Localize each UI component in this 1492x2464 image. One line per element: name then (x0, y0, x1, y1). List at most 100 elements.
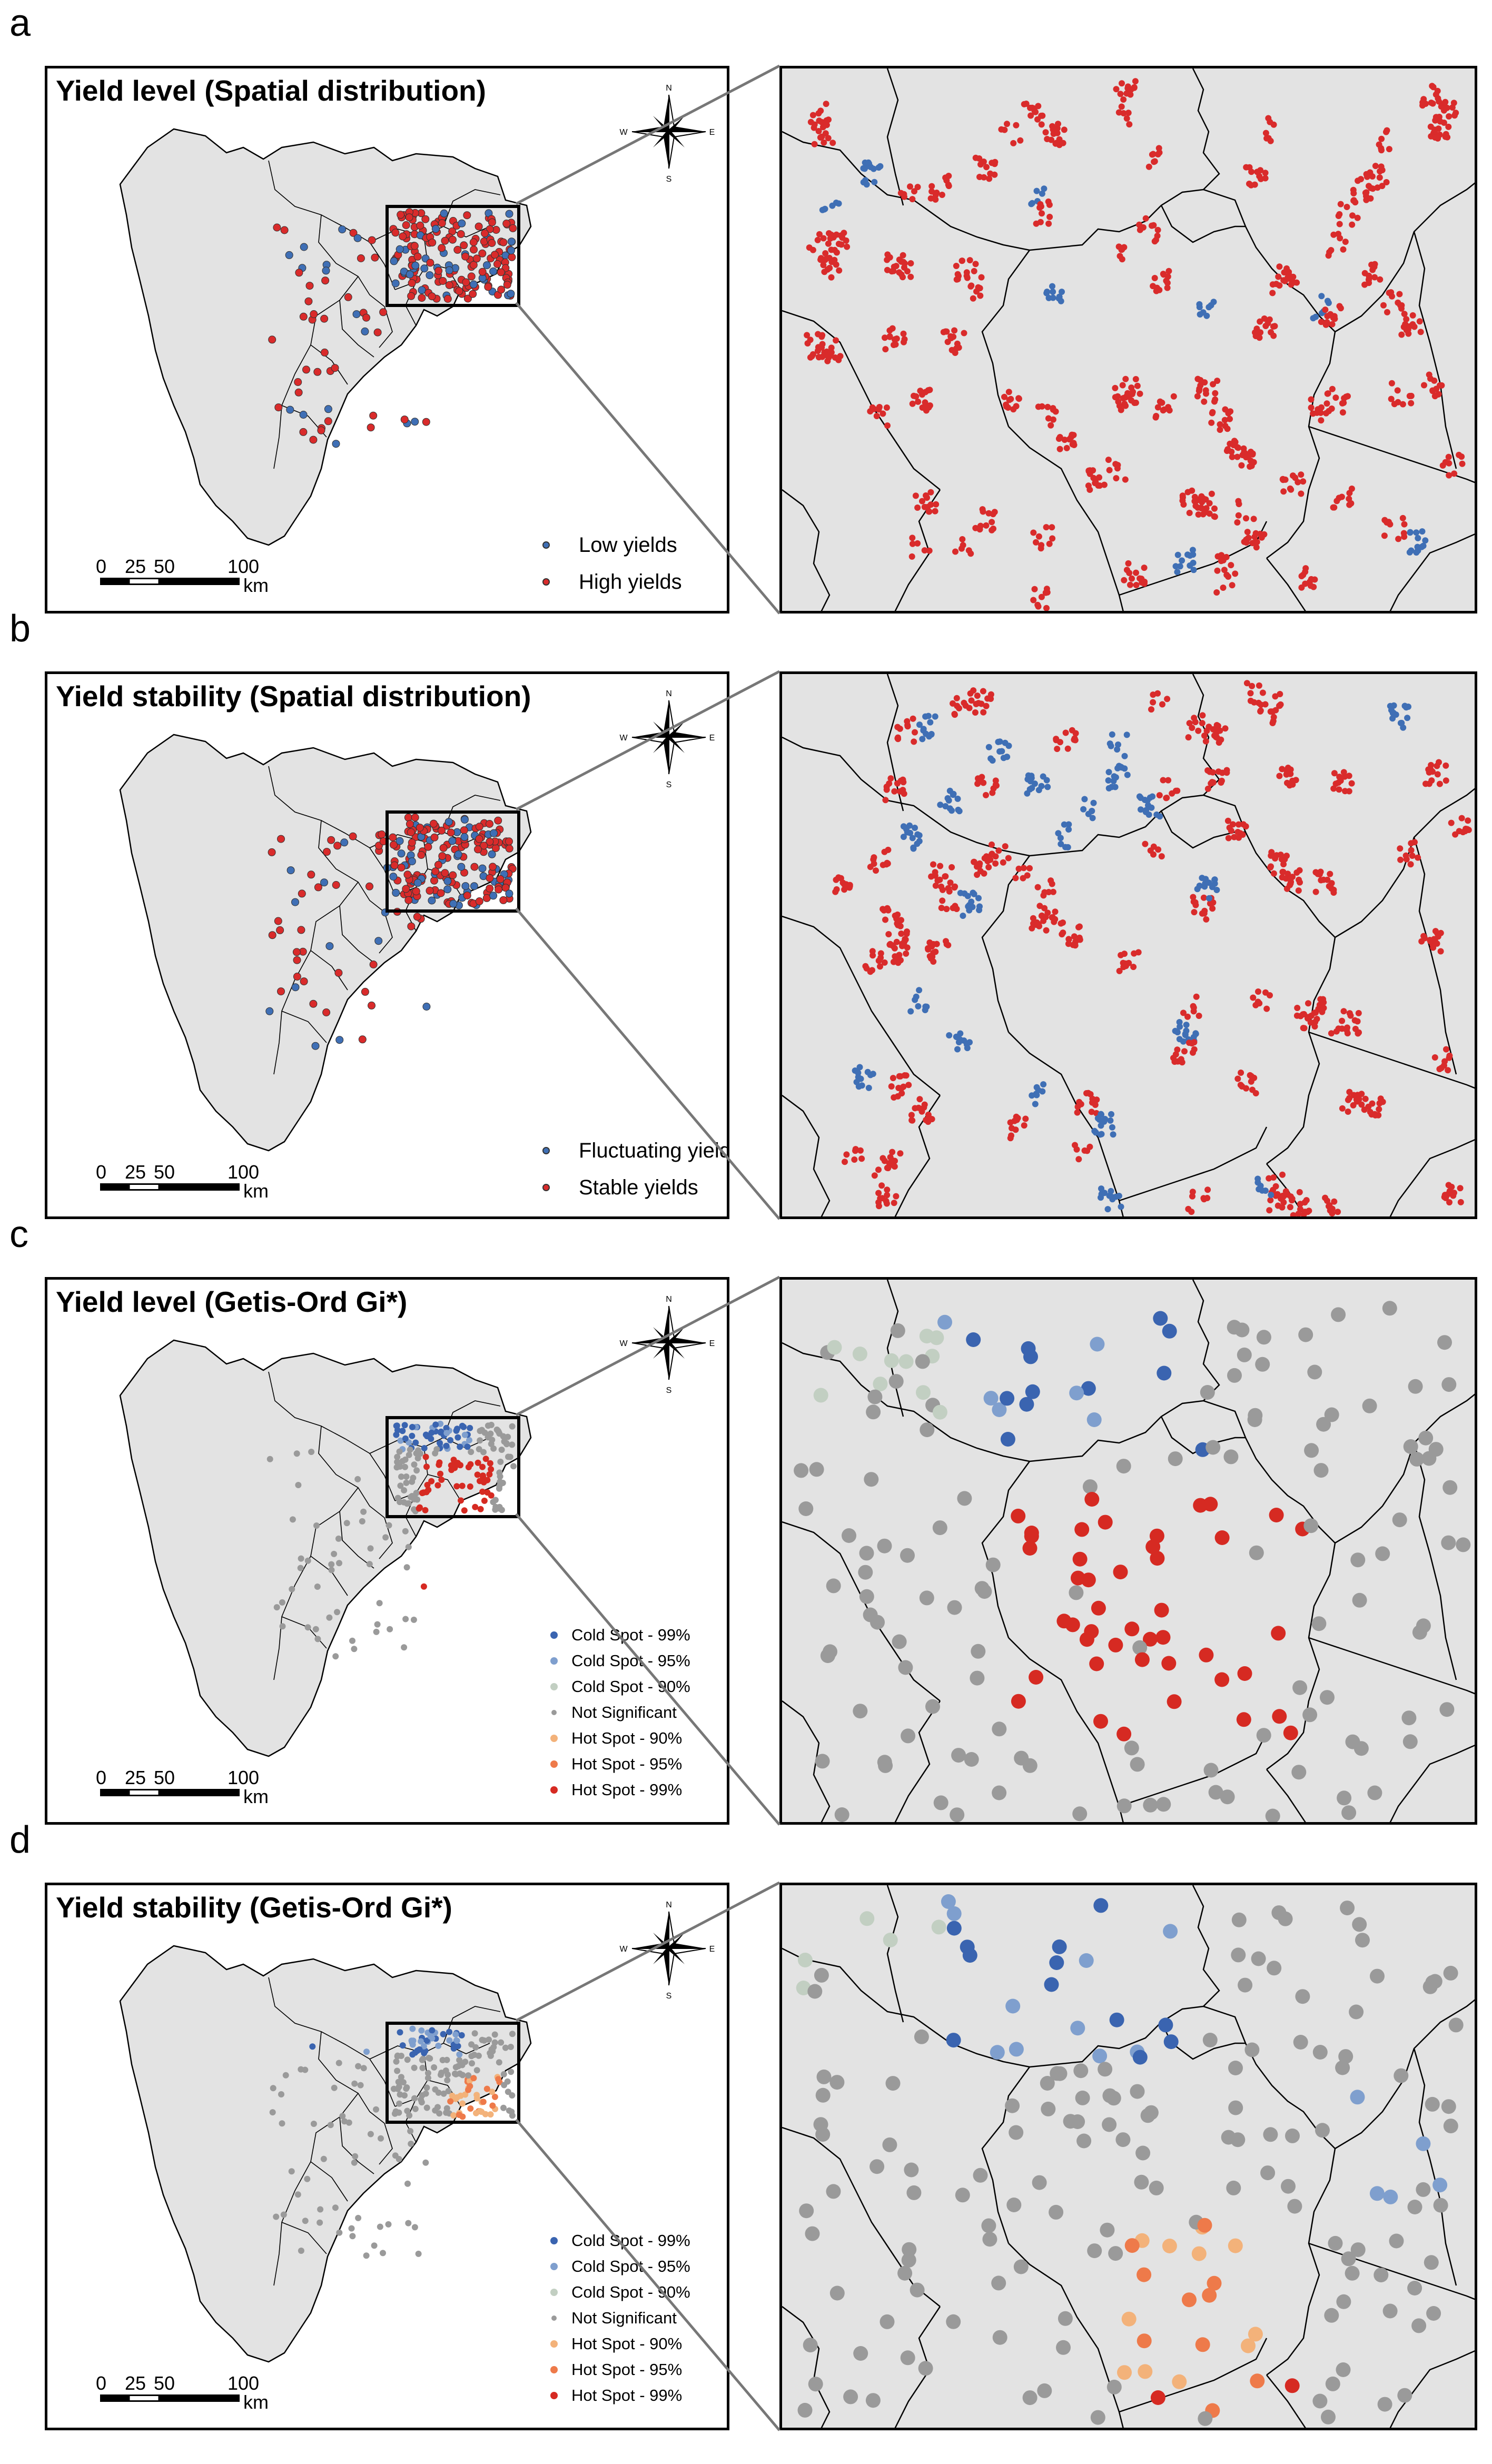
inset-point (1457, 1199, 1464, 1205)
inset-point (1162, 2239, 1177, 2253)
inset-point (946, 2033, 961, 2048)
inset-point (1121, 753, 1128, 759)
inset-point (987, 170, 994, 177)
overview-point (504, 2078, 511, 2085)
inset-point (1335, 231, 1342, 238)
study-area-rectangle (386, 2022, 520, 2124)
inset-point (1158, 853, 1165, 860)
overview-point (398, 2074, 404, 2081)
inset-point (1154, 690, 1161, 697)
inset-point (1148, 706, 1154, 713)
inset-point (1189, 1189, 1196, 1195)
inset-point (1191, 498, 1198, 504)
inset-point (922, 1003, 929, 1010)
overview-point (423, 2084, 430, 2091)
inset-point (808, 353, 815, 360)
inset-point (865, 2393, 881, 2408)
inset-point (1337, 1790, 1352, 1806)
overview-point (377, 2223, 383, 2230)
inset-point (953, 263, 960, 269)
inset-point (1241, 449, 1248, 456)
inset-point (916, 987, 923, 994)
overview-point (327, 2122, 334, 2129)
overview-point (443, 1424, 450, 1431)
inset-point (1267, 1197, 1274, 1204)
inset-point (827, 235, 834, 242)
inset-point (1272, 693, 1279, 700)
inset-point (1102, 2117, 1117, 2132)
inset-point (946, 1032, 953, 1038)
inset-point (833, 231, 840, 238)
inset-point (1189, 547, 1196, 553)
prefecture-boundary (268, 1371, 396, 1501)
inset-point (1203, 1763, 1219, 1778)
overview-point (295, 269, 303, 277)
overview-point (300, 977, 308, 986)
overview-point (505, 844, 513, 853)
inset-point (1442, 459, 1449, 466)
inset-point (884, 422, 891, 429)
prefecture-boundary (339, 882, 374, 963)
inset-point (1143, 1797, 1158, 1813)
inset-map (779, 66, 1477, 613)
prefecture-boundary (339, 2093, 374, 2174)
inset-point (909, 540, 916, 547)
inset-point (1394, 387, 1401, 394)
inset-point (1465, 817, 1471, 824)
inset-point (1202, 2288, 1217, 2303)
inset-point (1408, 847, 1415, 854)
legend-label: Cold Spot - 99% (571, 2231, 690, 2250)
overview-point (394, 1459, 401, 1466)
overview-point (331, 2084, 338, 2091)
inset-point (1225, 573, 1232, 580)
inset-point (1211, 513, 1218, 520)
inset-point (1195, 2337, 1210, 2352)
inset-point (888, 1374, 904, 1389)
legend-label: Cold Spot - 99% (571, 1625, 690, 1644)
inset-point (1362, 1095, 1369, 1102)
overview-point (351, 1646, 358, 1652)
inset-point (1208, 419, 1215, 426)
inset-point (1322, 306, 1329, 313)
inset-point (928, 873, 935, 880)
overview-point (462, 278, 470, 286)
inset-point (919, 498, 925, 504)
overview-point (502, 2044, 509, 2051)
inset-point (1040, 773, 1046, 780)
overview-point (464, 1443, 471, 1450)
inset-point (1192, 899, 1199, 906)
overview-point (474, 1471, 481, 1478)
inset-point (1153, 236, 1159, 243)
inset-point (1202, 509, 1209, 516)
scale-tick-label: 25 (125, 1767, 146, 1788)
overview-point (483, 261, 491, 270)
inset-point (913, 393, 920, 400)
inset-point (1155, 145, 1162, 152)
inset-boundary (782, 2306, 831, 2428)
overview-point (475, 897, 483, 905)
inset-point (1005, 1998, 1021, 2014)
inset-point (1302, 565, 1309, 572)
inset-point (1404, 715, 1411, 721)
inset-point (1066, 436, 1073, 443)
overview-point (439, 844, 448, 852)
scale-tick-label: 25 (125, 556, 146, 577)
overview-point (400, 2079, 407, 2086)
overview-point (402, 221, 410, 229)
inset-point (1104, 1206, 1111, 1213)
inset-point (904, 2162, 919, 2178)
inset-point (1088, 1109, 1095, 1115)
prefecture-boundary (369, 2043, 490, 2060)
inset-point (1223, 769, 1230, 776)
inset-point (1075, 1156, 1082, 1163)
inset-point (815, 128, 822, 134)
overview-point (456, 2057, 463, 2063)
overview-point (432, 1421, 439, 1428)
overview-point (486, 820, 493, 828)
overview-point (471, 2030, 478, 2037)
overview-point (336, 1560, 342, 1567)
overview-point (351, 2159, 358, 2166)
inset-point (1439, 1702, 1455, 1717)
overview-point (405, 2220, 412, 2226)
inset-point (1055, 830, 1062, 837)
